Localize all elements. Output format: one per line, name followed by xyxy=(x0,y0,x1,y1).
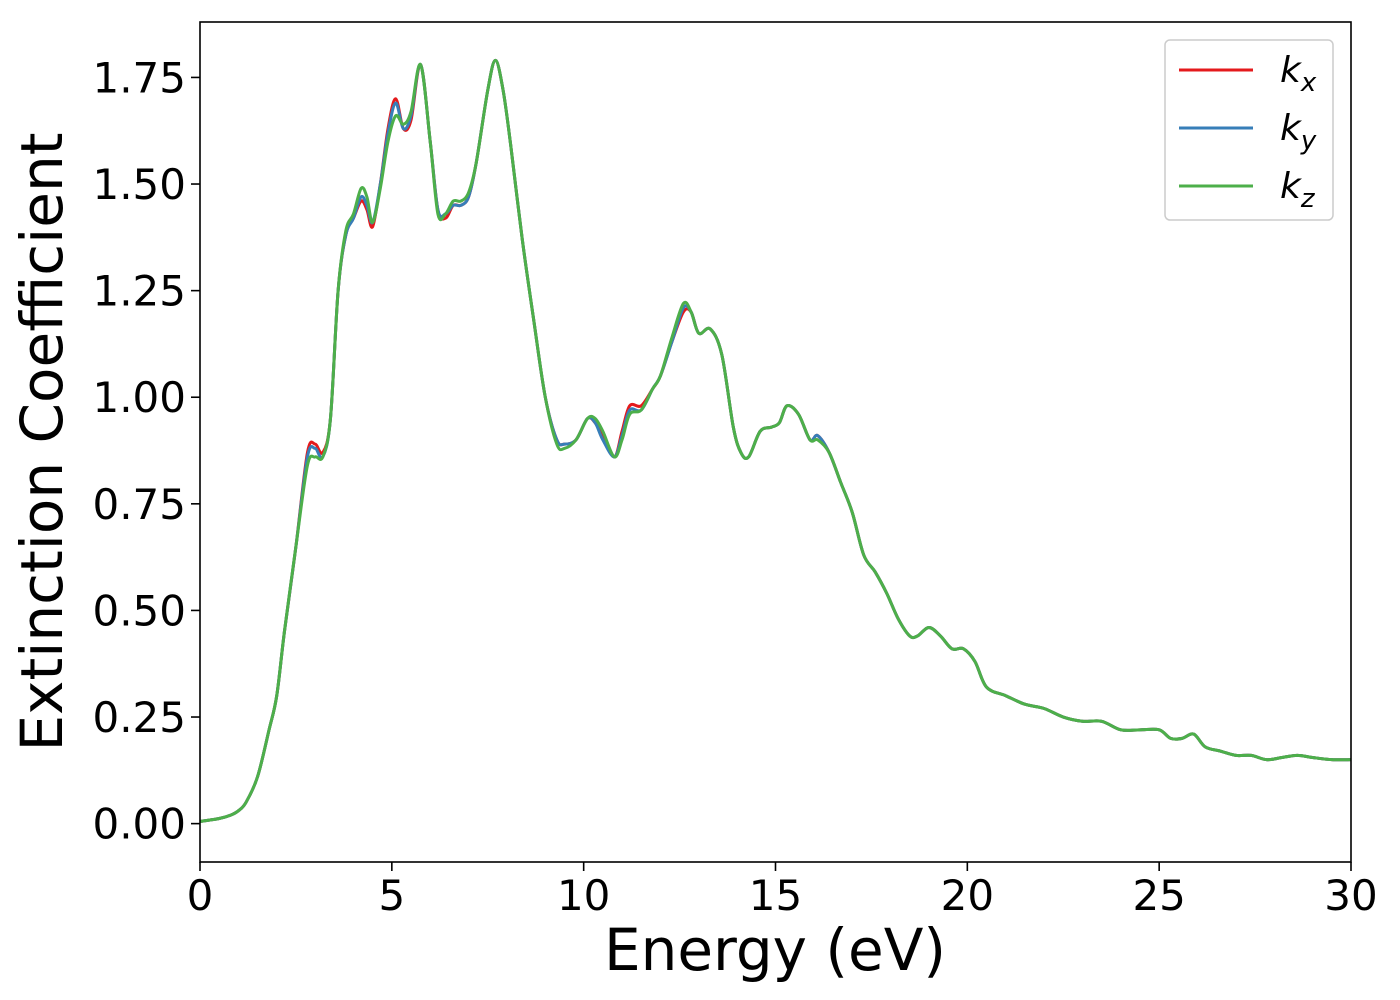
x-tick-label: 25 xyxy=(1132,871,1185,920)
y-tick-label: 0.75 xyxy=(92,480,186,529)
y-tick-label: 1.25 xyxy=(92,267,186,316)
x-axis: 0 5 10 15 20 25 30 xyxy=(187,862,1378,920)
y-tick-label: 0.25 xyxy=(92,693,186,742)
y-tick-label: 0.50 xyxy=(92,586,186,635)
x-tick-label: 0 xyxy=(187,871,214,920)
x-tick-label: 10 xyxy=(557,871,610,920)
x-tick-label: 30 xyxy=(1324,871,1377,920)
legend-label-z: kz xyxy=(1280,166,1316,214)
y-axis-title: Extinction Coefficient xyxy=(8,133,76,752)
y-tick-label: 0.00 xyxy=(92,800,186,849)
legend-label-x: kx xyxy=(1280,50,1317,98)
y-axis: 0.00 0.25 0.50 0.75 1.00 1.25 1.50 1.75 xyxy=(92,53,200,849)
x-axis-title: Energy (eV) xyxy=(604,916,946,984)
series-line-kz xyxy=(200,58,1351,823)
y-tick-label: 1.75 xyxy=(92,53,186,102)
legend: kx ky kz xyxy=(1164,39,1334,221)
series-layer xyxy=(200,58,1351,823)
y-tick-label: 1.00 xyxy=(92,373,186,422)
y-tick-label: 1.50 xyxy=(92,160,186,209)
x-tick-label: 5 xyxy=(378,871,405,920)
x-tick-label: 20 xyxy=(941,871,994,920)
legend-label-y: ky xyxy=(1280,108,1317,156)
x-tick-label: 15 xyxy=(749,871,802,920)
legend-frame xyxy=(1164,39,1334,221)
